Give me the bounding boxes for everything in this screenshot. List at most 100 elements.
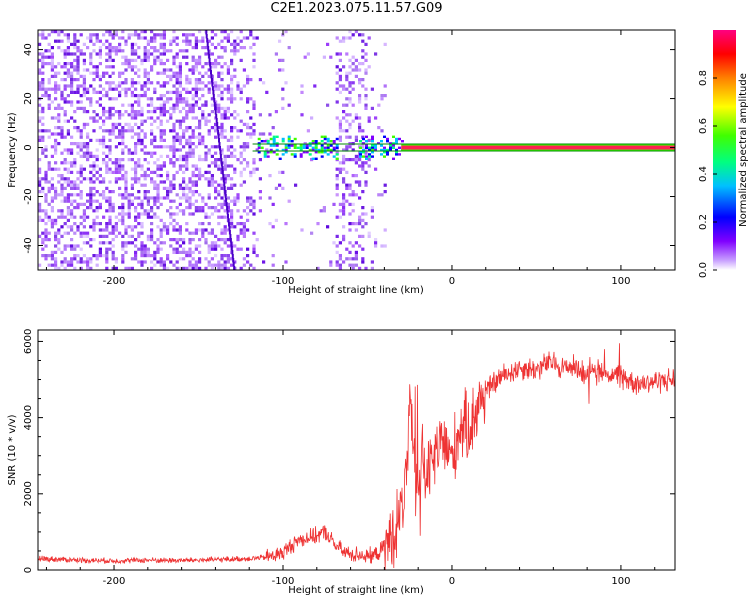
- spectrogram-cell: [210, 70, 212, 75]
- spectrogram-cell: [217, 74, 221, 78]
- spectrogram-cell: [345, 71, 349, 75]
- spectrogram-cell: [230, 222, 234, 226]
- chart-title: C2E1.2023.075.11.57.G09: [270, 1, 443, 16]
- spectrogram-cell: [57, 266, 61, 270]
- spectrogram-cell: [226, 36, 230, 40]
- spectrogram-cell: [358, 94, 362, 98]
- signal-blob: [299, 148, 303, 152]
- spectrogram-cell: [127, 122, 131, 126]
- spectrogram-cell: [137, 113, 141, 117]
- spectrogram-cell: [118, 71, 122, 75]
- spectrogram-cell: [146, 87, 150, 91]
- spectrogram-cell: [198, 126, 202, 130]
- spectrogram-cell: [63, 97, 67, 101]
- spectrogram-cell: [335, 36, 339, 40]
- spectrogram-cell: [66, 167, 70, 171]
- spectrogram-cell: [130, 68, 134, 72]
- spectrogram-cell: [57, 116, 61, 120]
- spectrogram-cell: [105, 116, 109, 120]
- spectrogram-cell: [342, 260, 346, 264]
- signal-blob: [395, 153, 398, 156]
- spectrogram-cell: [47, 186, 51, 190]
- spectrogram-cell: [194, 46, 198, 50]
- spectrogram-cell: [364, 103, 368, 107]
- spectrogram-cell: [358, 183, 362, 187]
- spectrogram-cell: [162, 36, 166, 40]
- spectrogram-cell: [143, 247, 147, 251]
- signal-blob: [386, 140, 389, 143]
- spectrogram-cell: [76, 68, 80, 72]
- spectrogram-cell: [150, 103, 154, 107]
- spectrogram-cell: [156, 215, 160, 219]
- spectrogram-cell: [207, 68, 211, 72]
- spectrogram-cell: [73, 68, 77, 72]
- spectrogram-cell: [38, 158, 42, 162]
- spectrogram-cell: [185, 266, 189, 270]
- spectrogram-cell: [221, 170, 224, 175]
- spectrogram-cell: [76, 206, 80, 210]
- spectrogram-cell: [220, 254, 224, 258]
- spectrogram-cell: [156, 116, 160, 120]
- spectrogram-cell: [114, 266, 118, 270]
- spectrogram-cell: [162, 196, 166, 200]
- spectrogram-cell: [182, 266, 186, 270]
- spectrogram-cell: [358, 62, 362, 66]
- spectrogram-cell: [233, 68, 237, 72]
- spectrogram-cell: [111, 202, 115, 206]
- spectrogram-cell: [236, 222, 240, 226]
- spectrogram-cell: [230, 113, 234, 117]
- spectrogram-cell: [338, 52, 342, 56]
- spectrogram-cell: [82, 151, 86, 155]
- spectrogram-cell: [121, 222, 125, 226]
- spectrogram-cell: [287, 199, 291, 203]
- spectrogram-cell: [134, 52, 138, 56]
- spectrogram-cell: [130, 186, 134, 190]
- spectrogram-cell: [185, 222, 189, 226]
- signal-blob: [332, 155, 336, 158]
- spectrogram-cell: [226, 196, 230, 200]
- spectrogram-cell: [41, 238, 45, 242]
- spectrogram-cell: [351, 103, 355, 107]
- signal-blob: [311, 148, 315, 152]
- spectrogram-cell: [105, 81, 109, 85]
- spectrogram-cell: [118, 231, 122, 235]
- spectrogram-cell: [92, 42, 96, 46]
- spectrogram-cell: [364, 42, 368, 46]
- spectrogram-cell: [162, 180, 166, 184]
- spectrogram-cell: [73, 36, 77, 40]
- spectrogram-cell: [220, 151, 224, 155]
- spectrogram-cell: [143, 145, 147, 149]
- spectrogram-cell: [50, 65, 54, 69]
- signal-blob: [365, 140, 368, 143]
- spectrogram-cell: [383, 190, 387, 194]
- spectrogram-cell: [194, 244, 198, 248]
- spectrogram-cell: [89, 266, 93, 270]
- spectrogram-cell: [278, 58, 282, 62]
- spectrogram-cell: [351, 68, 355, 72]
- spectrogram-cell: [348, 202, 352, 206]
- spectrogram-cell: [127, 129, 131, 133]
- spectrogram-cell: [105, 234, 109, 238]
- spectrogram-cell: [127, 202, 131, 206]
- spectrogram-cell: [213, 102, 216, 107]
- spectrogram-cell: [41, 116, 45, 120]
- spectrogram-cell: [345, 74, 349, 78]
- spectrogram-cell: [70, 244, 74, 248]
- spectrogram-cell: [223, 49, 227, 53]
- spectrogram-cell: [211, 78, 213, 83]
- spectrogram-cell: [225, 202, 228, 207]
- spectrogram-cell: [220, 94, 224, 98]
- spectrogram-cell: [73, 266, 77, 270]
- spectrogram-cell: [194, 167, 198, 171]
- spectrogram-cell: [66, 199, 70, 203]
- spectrogram-cell: [223, 260, 227, 264]
- spectrogram-cell: [111, 58, 115, 62]
- signal-blob: [389, 142, 392, 145]
- spectrogram-cell: [246, 78, 250, 82]
- spectrogram-cell: [108, 138, 112, 142]
- spectrogram-cell: [204, 116, 208, 120]
- spectrogram-cell: [215, 118, 218, 123]
- spectrogram-cell: [38, 138, 42, 142]
- signal-blob: [359, 146, 362, 149]
- spectrogram-cell: [188, 186, 192, 190]
